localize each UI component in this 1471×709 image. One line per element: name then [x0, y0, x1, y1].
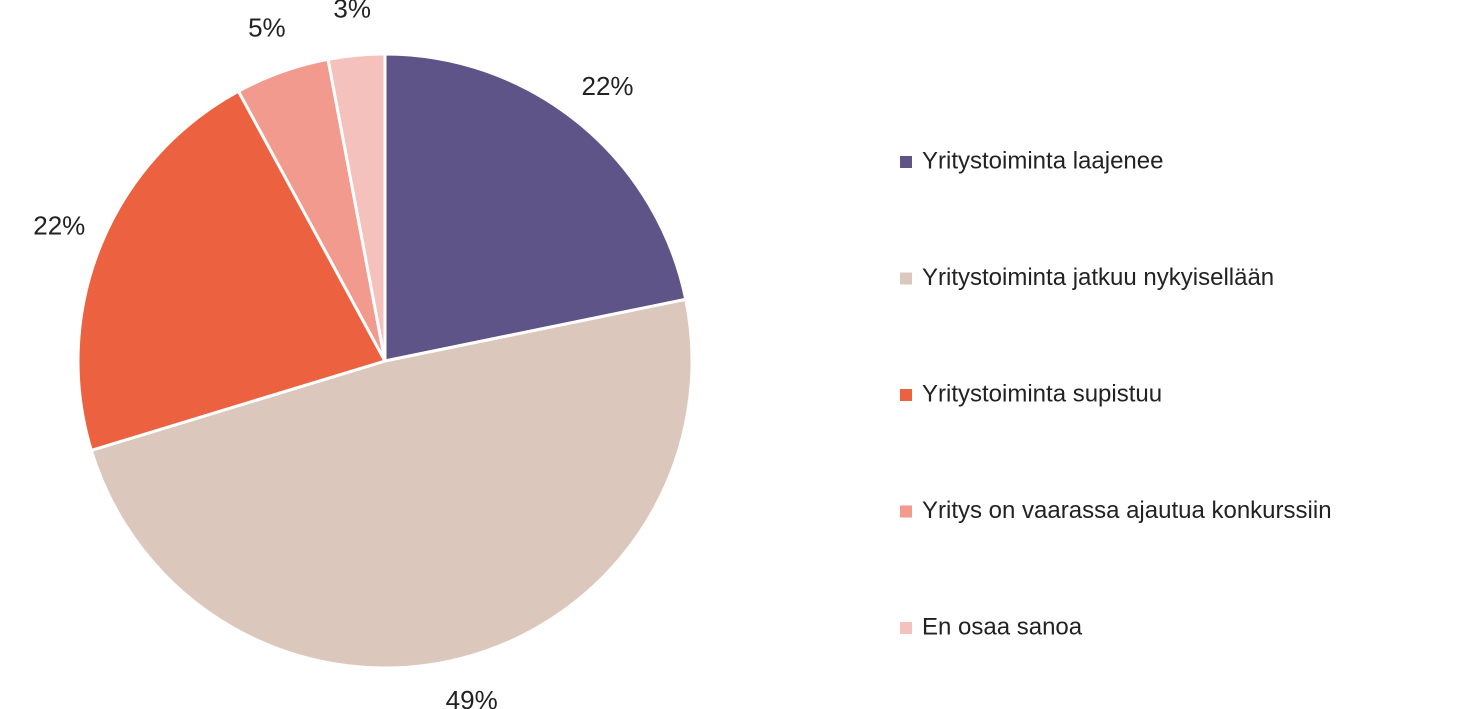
- pie-slice: [326, 52, 387, 362]
- legend-swatch: [900, 622, 912, 634]
- data-label: 5%: [248, 12, 286, 42]
- data-label: 22%: [33, 210, 85, 240]
- data-label: 3%: [333, 0, 371, 23]
- pie-slice: [76, 89, 388, 453]
- legend-swatch: [900, 389, 912, 401]
- legend-swatch: [900, 505, 912, 518]
- pie-slice: [383, 52, 688, 363]
- legend-label: Yritystoiminta jatkuu nykyisellään: [922, 264, 1274, 291]
- legend-swatch: [900, 272, 912, 285]
- pie-slice: [89, 297, 694, 670]
- legend-label: Yritystoiminta supistuu: [922, 380, 1162, 407]
- data-label: 49%: [446, 685, 498, 709]
- data-label: 22%: [581, 71, 633, 101]
- legend-swatch: [900, 156, 912, 168]
- legend-label: En osaa sanoa: [922, 613, 1083, 640]
- legend-label: Yritystoiminta laajenee: [922, 147, 1163, 174]
- legend-label: Yritys on vaarassa ajautua konkurssiin: [922, 497, 1332, 524]
